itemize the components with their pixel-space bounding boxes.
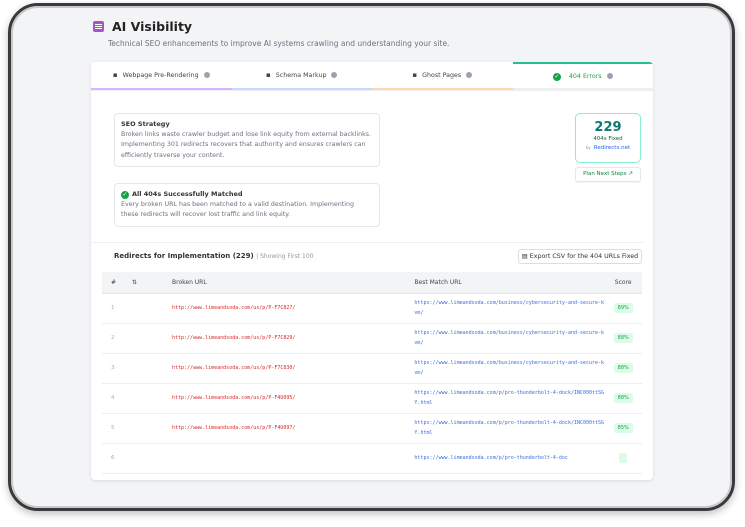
main-card: ▪ Webpage Pre-Rendering ▪ Schema Markup ▪ Gho… — [91, 62, 653, 480]
strategy-title: SEO Strategy — [121, 120, 170, 128]
strategy-text: Broken links waste crawler budget and lo… — [121, 130, 372, 159]
tab-label: Schema Markup — [275, 71, 327, 79]
title-text: AI Visibility — [112, 19, 193, 34]
redirects-heading: Redirects for Implementation (229) | Sho… — [114, 252, 313, 260]
fixed-stat: 229 404s Fixed by Redirects.net — [575, 113, 641, 163]
redirects-title: Redirects for Implementation (229) — [114, 252, 254, 260]
broken-url[interactable]: http://www.limeandsoda.com/us/p/P-F7C829… — [172, 323, 415, 354]
stat-value: 229 — [594, 120, 622, 135]
column-header: Best Match URL — [414, 272, 605, 294]
tab-ghost-pages[interactable]: ▪ Ghost Pages — [372, 62, 513, 90]
success-title: All 404s Successfully Matched — [132, 190, 243, 198]
tab-404-errors[interactable]: ✓ 404 Errors — [512, 62, 653, 90]
info-icon[interactable] — [606, 73, 613, 79]
broken-url[interactable]: http://www.limeandsoda.com/us/p/P-F4U097… — [172, 413, 415, 444]
plan-next-steps-button[interactable]: Plan Next Steps ↗ — [575, 167, 641, 182]
score-badge — [619, 453, 628, 463]
table-icon — [93, 21, 104, 32]
tab-webpage-pre-rendering[interactable]: ▪ Webpage Pre-Rendering — [91, 62, 232, 90]
info-icon[interactable] — [466, 72, 473, 78]
brand-link[interactable]: Redirects.net — [593, 145, 631, 151]
broken-url[interactable]: http://www.limeandsoda.com/us/p/P-F7C830… — [172, 353, 415, 384]
column-header[interactable]: ⇅ — [132, 272, 172, 294]
table-row: 1 http://www.limeandsoda.com/us/p/P-F7C82… — [102, 293, 642, 324]
tab-bar: ▪ Webpage Pre-Rendering ▪ Schema Markup ▪ Gho… — [91, 62, 653, 91]
tab-label: Ghost Pages — [422, 71, 462, 79]
score-badge: 89% — [613, 303, 633, 313]
page-title: AI Visibility — [93, 19, 192, 34]
tab-schema-markup[interactable]: ▪ Schema Markup — [231, 62, 372, 90]
score-badge: 88% — [613, 333, 633, 343]
seo-strategy-box: SEO Strategy Broken links waste crawler b… — [114, 113, 380, 167]
column-header: # — [102, 272, 132, 294]
row-number: 2 — [102, 323, 132, 354]
broken-url[interactable]: http://www.limeandsoda.com/us/p/P-F4U095… — [172, 383, 415, 414]
row-number: 4 — [102, 383, 132, 414]
tab-icon: ▪ — [266, 71, 271, 79]
success-box: ✓ All 404s Successfully Matched Every brok… — [114, 183, 380, 227]
match-url[interactable]: https://www.limeandsoda.com/business/cyb… — [414, 323, 605, 354]
match-url[interactable]: https://www.limeandsoda.com/p/pro-thunde… — [414, 443, 605, 474]
score-badge: 88% — [613, 363, 633, 373]
export-label: Export CSV for the 404 URLs Fixed — [529, 253, 639, 260]
table-row: 5 http://www.limeandsoda.com/us/p/P-F4U09… — [102, 413, 642, 444]
redirects-table: # ⇅ Broken URL Best Match URL Score 1 http://… — [102, 272, 642, 474]
page-subtitle: Technical SEO enhancements to improve AI… — [108, 39, 450, 48]
tab-icon: ▪ — [412, 71, 418, 79]
table-row: 3 http://www.limeandsoda.com/us/p/P-F7C83… — [102, 353, 642, 384]
tab-icon: ✓ — [552, 72, 561, 81]
tab-label: 404 Errors — [568, 72, 602, 80]
broken-url[interactable] — [172, 443, 415, 474]
device-frame: AI Visibility Technical SEO enhancements… — [8, 3, 735, 511]
success-text: Every broken URL has been matched to a v… — [121, 200, 355, 219]
tab-icon: ▪ — [112, 71, 118, 79]
info-icon[interactable] — [203, 72, 210, 78]
row-number: 6 — [102, 443, 132, 474]
table-row: 2 http://www.limeandsoda.com/us/p/P-F7C82… — [102, 323, 642, 354]
broken-url[interactable]: http://www.limeandsoda.com/us/p/P-F7C827… — [172, 293, 415, 324]
row-number: 3 — [102, 353, 132, 384]
table-row: 6 https://www.limeandsoda.com/p/pro-thund… — [102, 443, 642, 474]
export-csv-button[interactable]: ▤ Export CSV for the 404 URLs Fixed — [518, 249, 642, 264]
row-number: 5 — [102, 413, 132, 444]
info-icon[interactable] — [331, 72, 338, 78]
match-url[interactable]: https://www.limeandsoda.com/p/pro-thunde… — [414, 413, 605, 444]
match-url[interactable]: https://www.limeandsoda.com/business/cyb… — [414, 353, 605, 384]
column-header: Broken URL — [172, 272, 415, 294]
check-circle-icon: ✓ — [121, 191, 129, 199]
score-badge: 85% — [613, 423, 633, 433]
match-url[interactable]: https://www.limeandsoda.com/business/cyb… — [414, 293, 605, 324]
tab-label: Webpage Pre-Rendering — [122, 71, 199, 79]
divider — [91, 242, 643, 243]
table-row: 4 http://www.limeandsoda.com/us/p/P-F4U09… — [102, 383, 642, 414]
match-url[interactable]: https://www.limeandsoda.com/p/pro-thunde… — [414, 383, 605, 414]
by-label: by — [585, 145, 591, 150]
row-number: 1 — [102, 293, 132, 324]
showing-count: | Showing First 100 — [256, 253, 314, 260]
score-badge: 88% — [613, 393, 633, 403]
stat-label: 404s Fixed — [593, 136, 623, 142]
column-header: Score — [604, 272, 642, 294]
